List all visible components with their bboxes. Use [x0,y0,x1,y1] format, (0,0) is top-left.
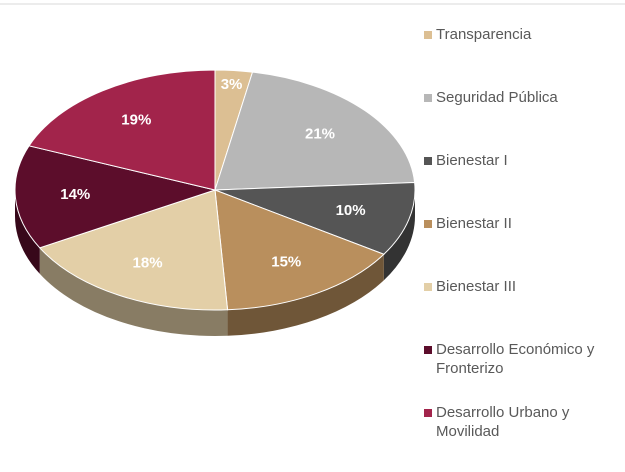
data-label: 14% [60,186,90,203]
slice [214,189,385,311]
data-label: 21% [305,125,335,142]
legend-item: Seguridad Pública [424,88,621,107]
legend-item: Desarrollo Urbano y Movilidad [424,403,621,441]
data-label: 15% [271,253,301,270]
legend-label: Seguridad Pública [436,89,558,106]
pie: 3% 21% 10% 15% 18% 14% 19% [14,69,416,337]
legend-swatch [424,346,432,354]
legend-label: Bienestar II [436,215,512,232]
legend-label: Desarrollo Económico y Fronterizo [436,341,595,377]
legend-swatch [424,409,432,417]
legend-label: Bienestar III [436,278,517,295]
data-label: 19% [121,111,151,128]
legend-swatch [424,220,432,228]
legend-item: Bienestar III [424,277,621,296]
slice-side [39,247,228,337]
legend-item: Bienestar II [424,214,621,233]
slice [14,145,217,249]
legend-item: Desarrollo Económico y Fronterizo [424,340,621,378]
slice [28,69,216,191]
legend-label: Bienestar I [436,152,508,169]
legend-item: Transparencia [424,25,621,44]
slice-side [227,254,384,336]
data-label: 3% [221,76,243,93]
legend-swatch [424,283,432,291]
legend-swatch [424,157,432,165]
legend-swatch [424,31,432,39]
legend-item: Bienestar I [424,151,621,170]
slice [38,189,229,311]
legend-label: Transparencia [436,26,532,43]
legend-label: Desarrollo Urbano y Movilidad [436,404,570,440]
legend-swatch [424,94,432,102]
slice [214,181,416,255]
slice-side [383,190,415,281]
data-label: 18% [133,255,163,272]
slice [214,71,416,191]
data-label: 10% [336,202,366,219]
